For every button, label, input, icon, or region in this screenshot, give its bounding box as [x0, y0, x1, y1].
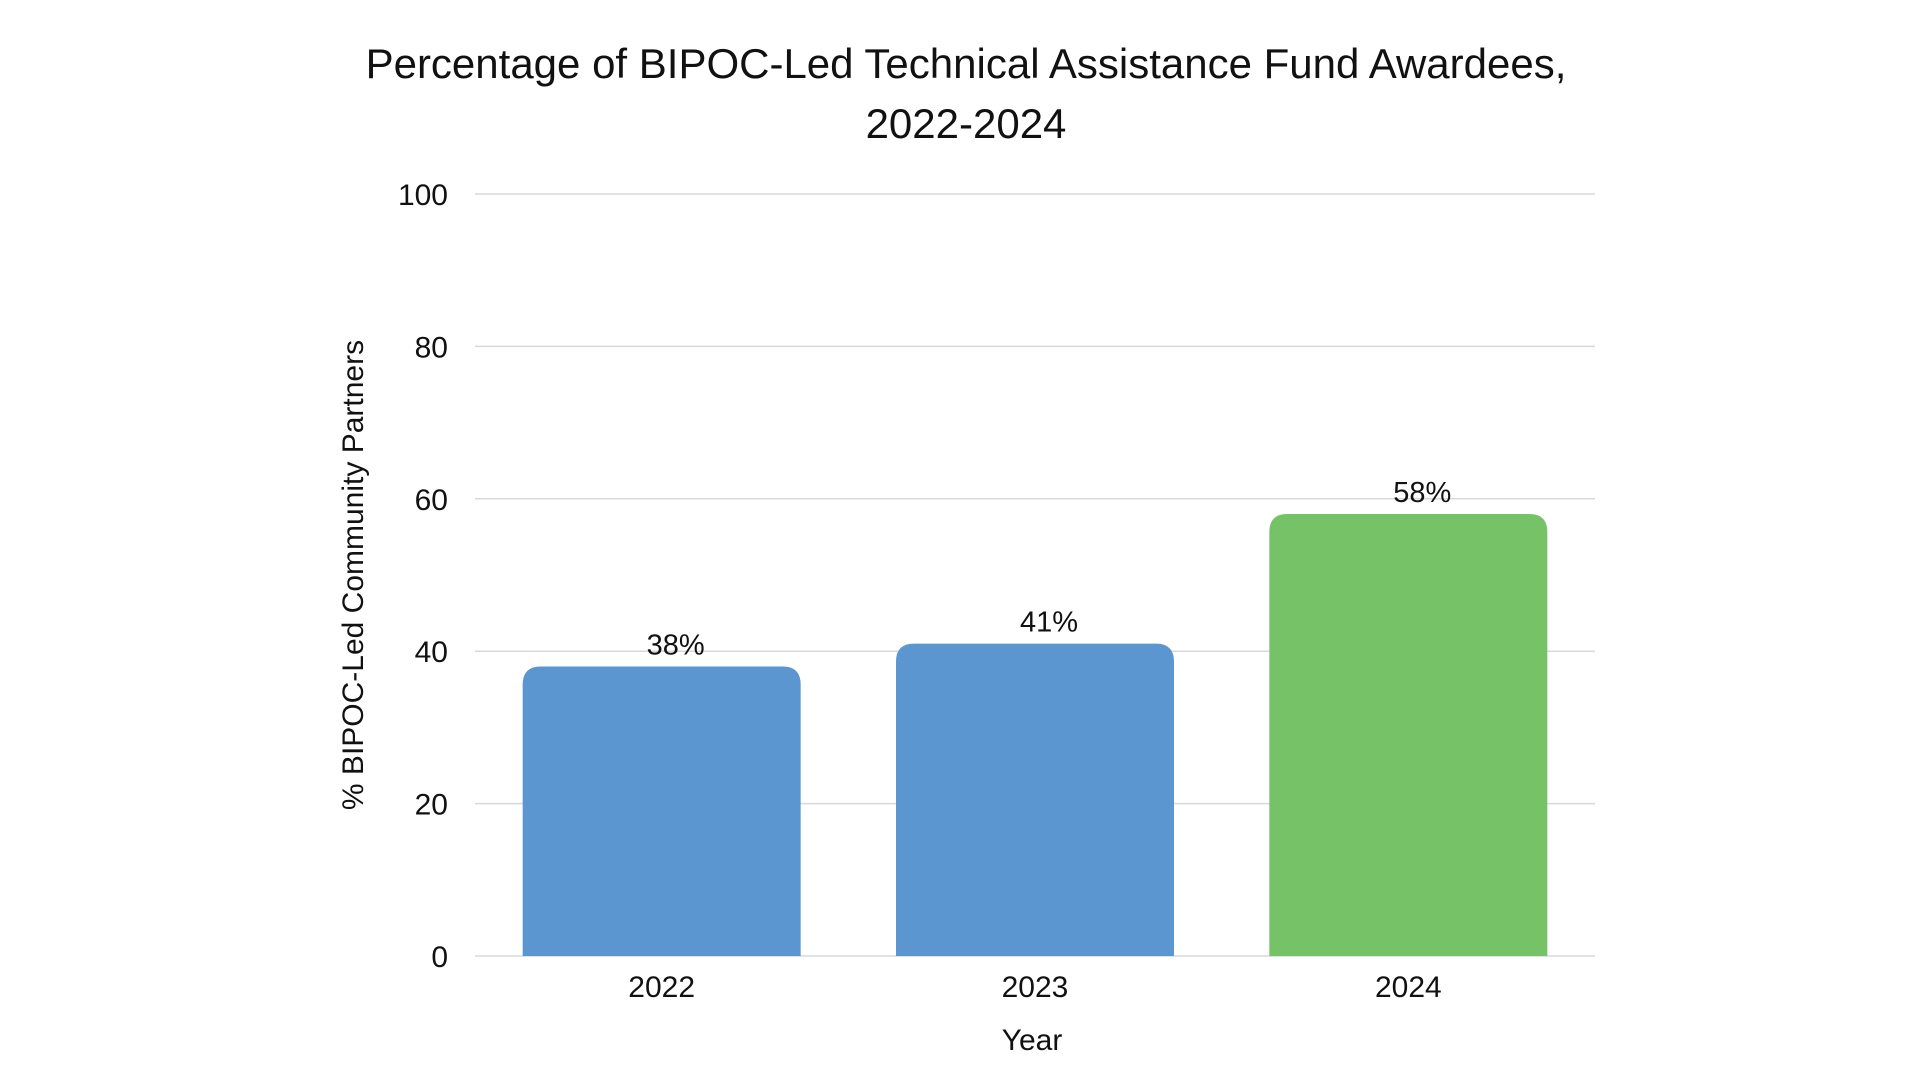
bar-value-label-2024: 58% — [1393, 477, 1451, 509]
y-axis-ticks: 0 20 40 60 80 100 — [398, 179, 448, 974]
y-tick-label-60: 60 — [415, 484, 448, 517]
chart-title-line-2: 2022-2024 — [866, 100, 1067, 147]
x-tick-label-2023: 2023 — [1002, 971, 1069, 1004]
bar-2023 — [896, 643, 1174, 956]
y-axis-title: % BIPOC-Led Community Partners — [337, 340, 370, 810]
y-tick-label-0: 0 — [431, 941, 448, 974]
x-axis-ticks: 2022 2023 2024 — [628, 971, 1441, 1004]
y-tick-label-80: 80 — [415, 331, 448, 364]
bar-value-label-2022: 38% — [647, 629, 705, 661]
bar-2024 — [1269, 514, 1548, 956]
x-tick-label-2022: 2022 — [628, 971, 695, 1004]
bar-value-labels: 38% 41% 58% — [647, 477, 1452, 661]
x-axis-title: Year — [1002, 1024, 1063, 1057]
bar-value-label-2023: 41% — [1020, 607, 1078, 639]
y-tick-label-40: 40 — [415, 636, 448, 669]
bars — [522, 514, 1548, 956]
x-tick-label-2024: 2024 — [1375, 971, 1442, 1004]
y-tick-label-20: 20 — [415, 789, 448, 822]
bar-2022 — [522, 666, 801, 956]
chart-title-line-1: Percentage of BIPOC-Led Technical Assist… — [366, 40, 1567, 87]
y-tick-label-100: 100 — [398, 179, 448, 212]
